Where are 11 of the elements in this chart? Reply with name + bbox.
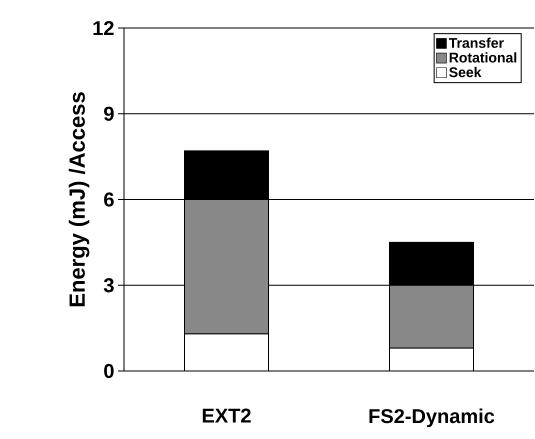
y-tick-label: 0 bbox=[104, 364, 114, 378]
y-tick-label: 12 bbox=[93, 21, 114, 35]
legend-label: Transfer bbox=[448, 38, 504, 48]
legend-label: Seek bbox=[449, 66, 482, 78]
x-tick-label: FS2-Dynamic bbox=[369, 408, 494, 428]
y-tick-label: 3 bbox=[104, 278, 114, 292]
y-tick-label: 6 bbox=[104, 192, 114, 207]
legend-label: Rotational bbox=[450, 52, 516, 63]
x-tick-label: EXT2 bbox=[202, 408, 251, 422]
y-axis-title: Energy (mJ) /Access bbox=[68, 92, 90, 306]
y-tick-label: 9 bbox=[104, 106, 114, 121]
